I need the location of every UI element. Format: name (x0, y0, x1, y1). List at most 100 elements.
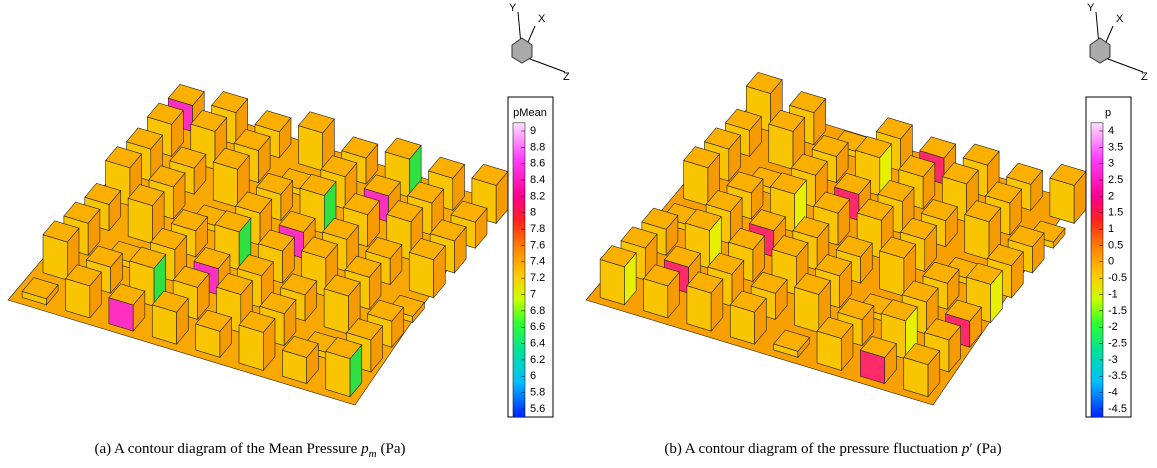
block-face (254, 110, 292, 133)
block-face (773, 329, 811, 352)
block-face (898, 155, 936, 178)
block-face (686, 285, 712, 332)
block-face (342, 193, 380, 216)
block-face (707, 252, 745, 275)
block-face (363, 174, 401, 197)
block-face (771, 235, 809, 258)
legend-label: 1.5 (1108, 207, 1123, 219)
block-face (920, 199, 958, 222)
block-face (880, 299, 918, 322)
block-face (856, 198, 894, 221)
block-face (750, 271, 788, 294)
block-face (407, 181, 445, 204)
legend-label: -4.5 (1108, 403, 1127, 415)
block-face (299, 173, 337, 196)
legend-label: 1 (1108, 223, 1114, 235)
legend-label: 8.2 (530, 190, 545, 202)
block-face (729, 290, 767, 313)
block-face (728, 227, 766, 250)
legend-label: 8.4 (530, 174, 545, 186)
legend-label: 5.6 (530, 403, 545, 415)
block-face (170, 209, 209, 232)
block-face (641, 207, 679, 230)
block-face (962, 143, 1000, 166)
block-face (620, 226, 658, 249)
block-face (386, 200, 424, 223)
block-face (21, 277, 59, 300)
block-face (233, 128, 271, 151)
legend-label: 6.8 (530, 305, 545, 317)
block-face (811, 134, 849, 157)
block-face (323, 274, 361, 297)
block-face (298, 125, 323, 172)
legend-label: -0.5 (1108, 272, 1127, 284)
block-face (834, 172, 872, 195)
block-face (877, 179, 915, 202)
block-face (320, 155, 358, 178)
block-face (941, 162, 979, 185)
block-face (281, 335, 319, 358)
block-face (236, 254, 274, 277)
block-face (837, 298, 875, 321)
block-face (301, 236, 339, 259)
block-face (366, 299, 405, 322)
block-face (108, 283, 146, 306)
block-face (321, 217, 360, 240)
block-face (212, 147, 250, 170)
block-face (127, 197, 153, 245)
block-face (167, 83, 205, 106)
colorbar (1090, 122, 1104, 418)
triad-label: X (538, 13, 546, 25)
legend-label: 2.5 (1108, 174, 1123, 186)
block-face (726, 171, 764, 194)
block-face (768, 109, 806, 132)
block-face (127, 184, 165, 207)
block-face (835, 235, 873, 258)
block-face (814, 254, 852, 277)
block-face (1049, 177, 1075, 224)
legend-label: 6.2 (530, 354, 545, 366)
block-face (323, 288, 349, 335)
caption-prime: ′ (969, 441, 972, 457)
block-face (450, 200, 488, 223)
block-face (879, 250, 905, 297)
caption-text: (b) A contour diagram of the pressure fl… (664, 441, 958, 457)
legend-label: 3 (1108, 158, 1114, 170)
legend-title: p (1105, 107, 1111, 119)
block-face (384, 137, 422, 160)
caption-subscript: m (369, 448, 377, 460)
block-face (879, 236, 917, 259)
block-face (684, 208, 722, 231)
block-face (944, 299, 983, 322)
block-face (1005, 162, 1044, 185)
block-face (816, 316, 854, 339)
block-face (1007, 225, 1045, 248)
block-face (769, 172, 807, 195)
legend-label: 9 (530, 125, 536, 137)
block-face (146, 102, 184, 125)
block-face (325, 350, 351, 398)
legend-label: -3.5 (1108, 370, 1127, 382)
block-face (964, 214, 990, 261)
triad-label: Y (509, 2, 517, 14)
color-legend: pMean 9 8.8 8.6 8.4 8.2 8 7.8 7.6 7.4 7.2 7 6.8 6.6 6.… (507, 96, 554, 418)
block-face (278, 210, 316, 233)
block-face (151, 290, 189, 313)
block-face (964, 200, 1002, 223)
legend-label: 8 (530, 207, 536, 219)
legend-label: 7.6 (530, 239, 545, 251)
triad-label: Z (1141, 71, 1148, 83)
legend-label: 2 (1108, 190, 1114, 202)
axis-triad: Y X Z (509, 2, 570, 83)
legend-label: 0 (1108, 256, 1114, 268)
caption-unit: (Pa) (977, 441, 1002, 457)
block-face (429, 219, 467, 242)
triad-cube (1089, 37, 1111, 64)
block-face (854, 136, 893, 159)
legend-label: 7.2 (530, 272, 545, 284)
legend-label: 0.5 (1108, 239, 1123, 251)
block-face (792, 216, 830, 239)
block-face (211, 91, 249, 114)
block-face (212, 161, 238, 208)
block-face (105, 146, 143, 169)
